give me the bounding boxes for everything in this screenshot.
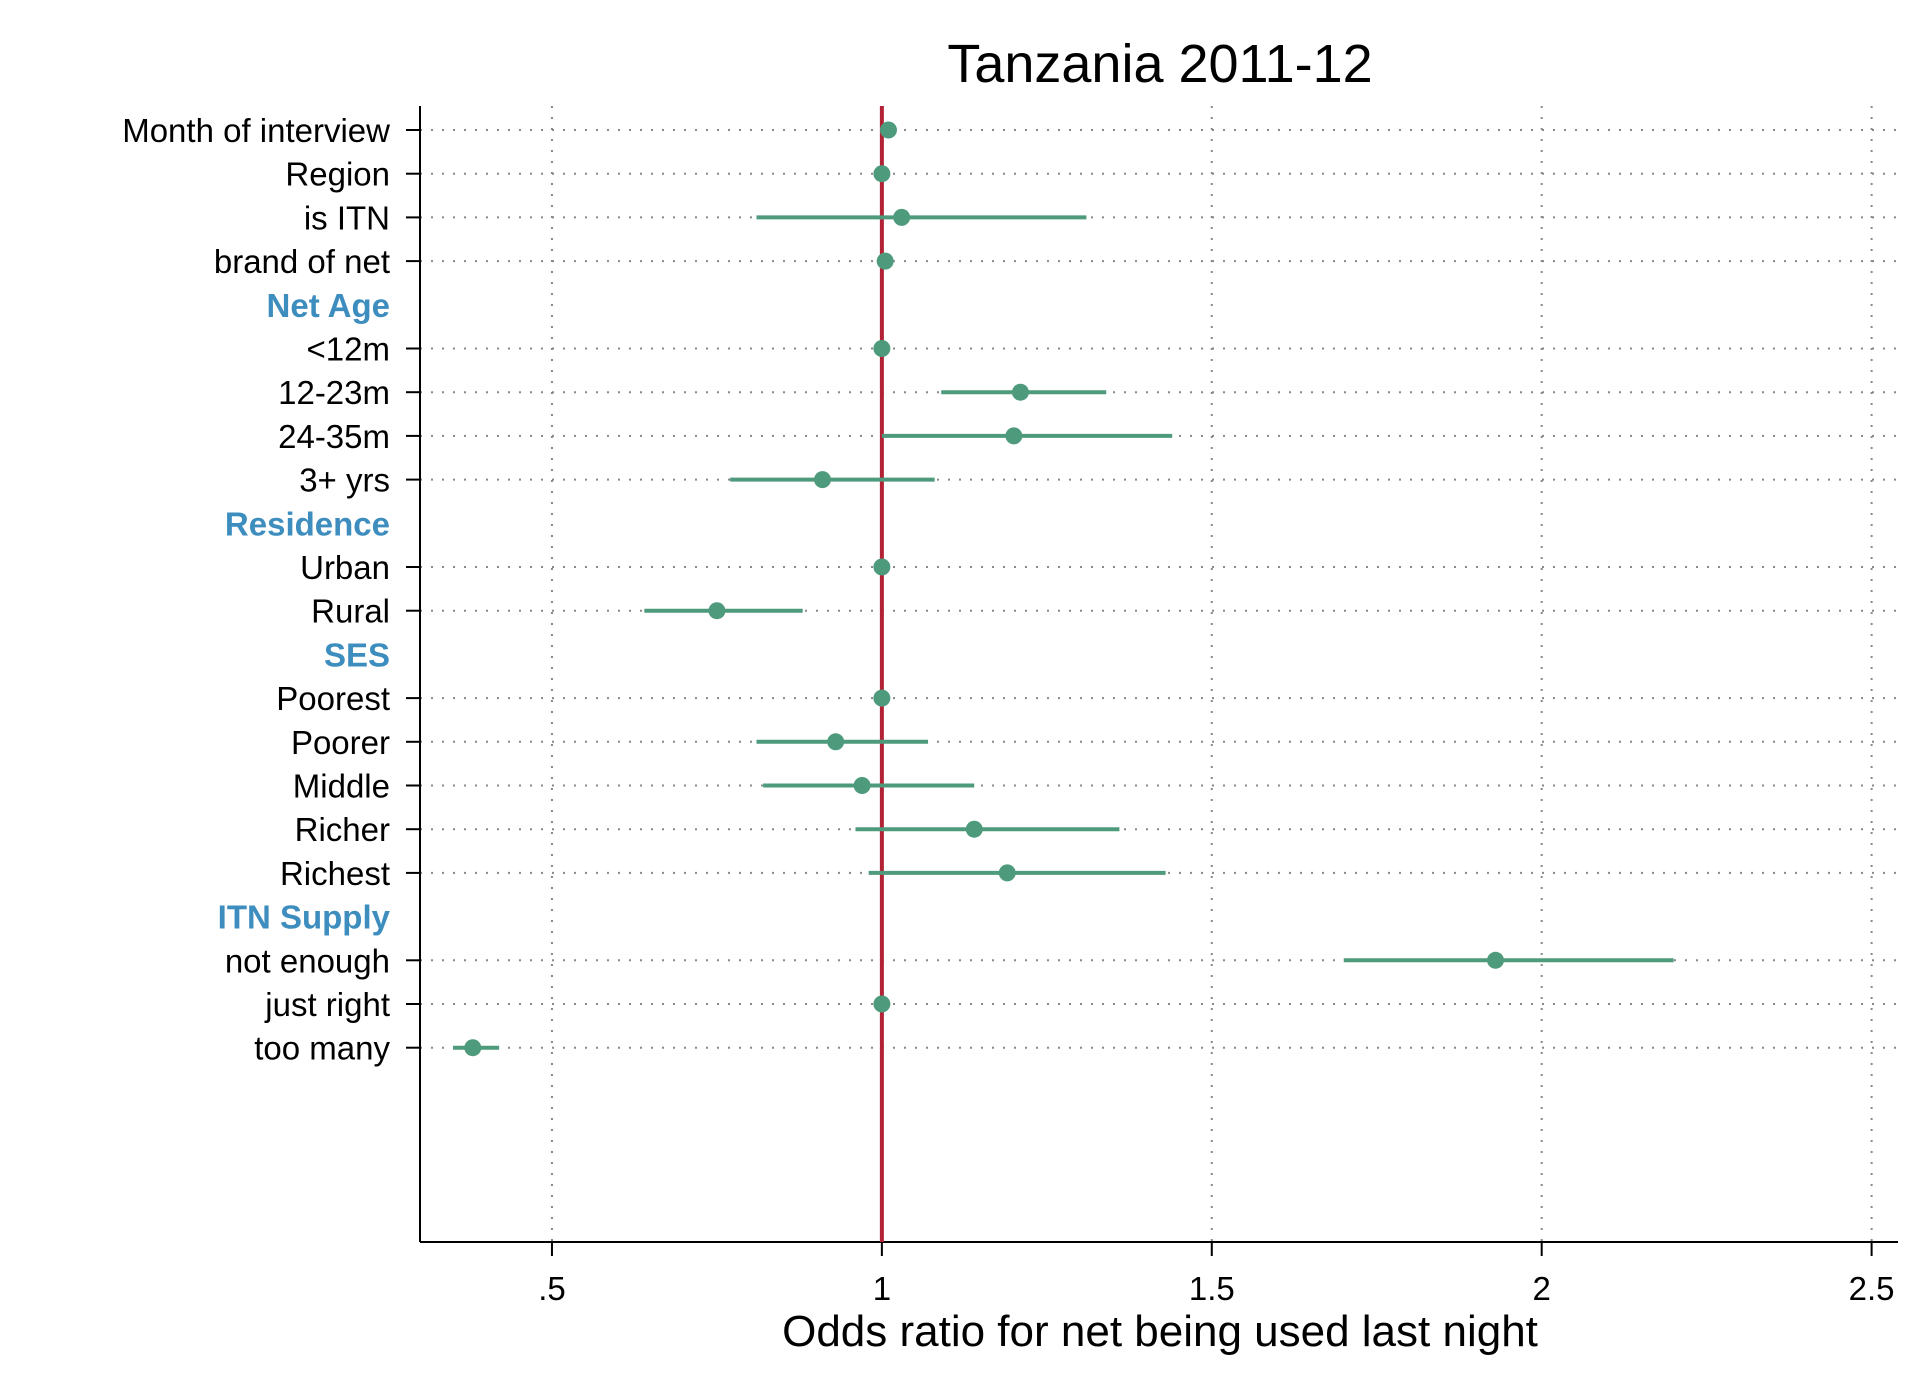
x-tick-label: 2.5	[1849, 1270, 1895, 1307]
or-point	[873, 558, 891, 576]
or-point	[853, 777, 871, 794]
group-label: ITN Supply	[218, 899, 391, 936]
x-tick-label: 1	[873, 1270, 891, 1307]
row-label: Month of interview	[122, 112, 390, 149]
row-label: Rural	[311, 593, 390, 630]
row-label: 3+ yrs	[299, 462, 390, 499]
row-label: 24-35m	[278, 418, 390, 455]
x-tick-label: 1.5	[1189, 1270, 1235, 1307]
chart-title: Tanzania 2011-12	[947, 34, 1372, 94]
or-point	[1011, 383, 1029, 401]
row-label: Richest	[280, 855, 390, 892]
or-point	[813, 471, 831, 489]
x-axis-title: Odds ratio for net being used last night	[782, 1307, 1538, 1356]
or-point	[873, 165, 891, 183]
row-label: Poorest	[276, 680, 390, 717]
or-point	[873, 689, 891, 707]
row-label: Urban	[300, 549, 390, 586]
row-label: 12-23m	[278, 374, 390, 411]
or-point	[879, 121, 897, 139]
row-label: not enough	[225, 942, 390, 979]
or-point	[708, 602, 726, 620]
row-label: Poorer	[291, 724, 390, 761]
or-point	[998, 864, 1016, 882]
row-label: Region	[285, 156, 390, 193]
x-tick-label: .5	[538, 1270, 566, 1307]
group-label: SES	[324, 636, 390, 673]
group-label: Residence	[225, 505, 390, 542]
or-point	[1005, 427, 1023, 445]
axes-layer: .5 1 1.5 2 2.5	[406, 106, 1898, 1307]
row-label: Richer	[295, 811, 390, 848]
or-point	[893, 208, 911, 226]
row-label: too many	[254, 1030, 390, 1067]
group-label: Net Age	[267, 287, 390, 324]
grid-layer	[420, 106, 1898, 1242]
row-label: just right	[264, 986, 390, 1023]
row-label: is ITN	[304, 199, 390, 236]
or-point	[827, 733, 845, 751]
data-layer	[452, 121, 1674, 1057]
row-label: brand of net	[214, 243, 390, 280]
or-point	[1487, 951, 1505, 969]
row-label: <12m	[307, 331, 390, 368]
or-point	[873, 340, 891, 357]
or-point	[876, 252, 894, 270]
row-label-layer: Month of interview Region is ITN brand of n…	[122, 112, 390, 1067]
or-point	[965, 820, 983, 838]
row-label: Middle	[293, 768, 390, 805]
or-point	[873, 995, 891, 1013]
x-tick-label: 2	[1533, 1270, 1551, 1307]
or-point	[464, 1039, 482, 1057]
